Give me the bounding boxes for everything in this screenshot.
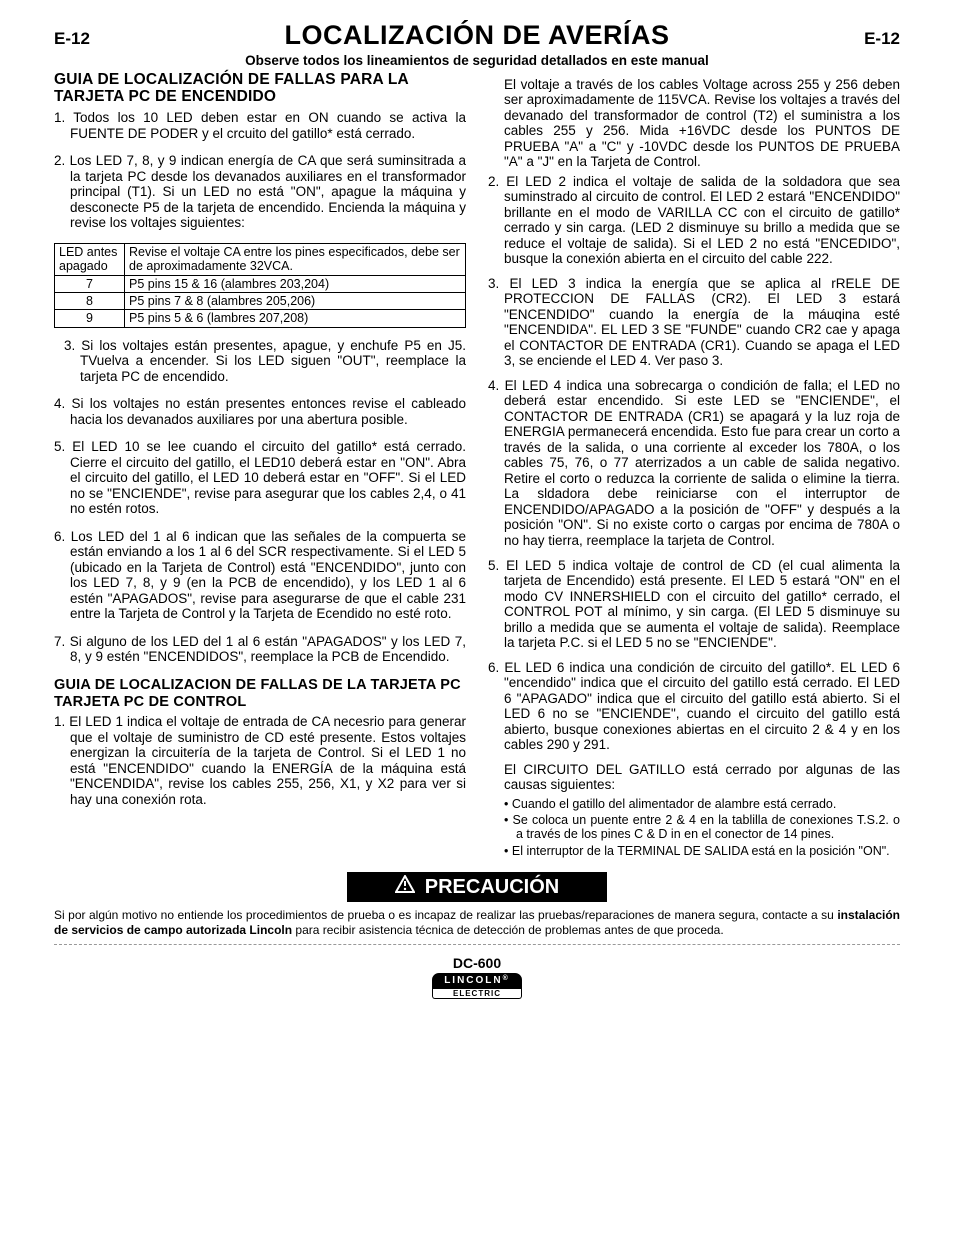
bullet-item: Cuando el gatillo del alimentador de ala… (504, 797, 900, 811)
firing-board-list: 1. Todos los 10 LED deben estar en ON cu… (54, 110, 466, 231)
lincoln-logo: LINCOLN® ELECTRIC (432, 973, 522, 999)
warning-triangle-icon (395, 875, 415, 899)
bullet-item: El interruptor de la TERMINAL DE SALIDA … (504, 844, 900, 858)
list-item: 3. Si los voltajes están presentes, apag… (64, 338, 466, 385)
content-columns: GUIA DE LOCALIZACIÓN DE FALLAS PARA LA T… (54, 71, 900, 861)
table-cell: 9 (55, 310, 125, 327)
intro-para: El voltaje a través de los cables Voltag… (504, 77, 900, 170)
list-item: 4. El LED 4 indica una sobrecarga o cond… (488, 378, 900, 549)
list-item: 4. Si los voltajes no están presentes en… (54, 396, 466, 427)
caution-text: Si por algún motivo no entiende los proc… (54, 908, 900, 938)
caution-pre: Si por algún motivo no entiende los proc… (54, 908, 837, 922)
table-row: 7 P5 pins 15 & 16 (alambres 203,204) (55, 275, 466, 292)
heading-firing-board: GUIA DE LOCALIZACIÓN DE FALLAS PARA LA T… (54, 71, 466, 107)
list-item: 2. El LED 2 indica el voltaje de salida … (488, 174, 900, 267)
page-code-left: E-12 (54, 29, 134, 49)
led-voltage-table: LED antes apagado Revise el voltaje CA e… (54, 243, 466, 328)
logo-top: LINCOLN® (432, 973, 522, 989)
left-column: GUIA DE LOCALIZACIÓN DE FALLAS PARA LA T… (54, 71, 466, 861)
table-header: LED antes apagado (55, 243, 125, 275)
list-item: 1. Todos los 10 LED deben estar en ON cu… (54, 110, 466, 141)
list-item: 2. Los LED 7, 8, y 9 indican energía de … (54, 153, 466, 231)
list-item: 5. El LED 5 indica voltaje de control de… (488, 558, 900, 651)
list-item: 6. EL LED 6 indica una condición de circ… (488, 660, 900, 753)
page-title: LOCALIZACIÓN DE AVERÍAS (134, 20, 820, 51)
table-cell: P5 pins 5 & 6 (lambres 207,208) (125, 310, 466, 327)
list-item: 7. Si alguno de los LED del 1 al 6 están… (54, 634, 466, 665)
caution-post: para recibir asistencia técnica de detec… (292, 923, 724, 937)
list-item: 5. El LED 10 se lee cuando el circuito d… (54, 439, 466, 517)
safety-line: Observe todos los lineamientos de seguri… (54, 53, 900, 69)
firing-board-list-cont: 4. Si los voltajes no están presentes en… (54, 396, 466, 665)
list-item: 3. El LED 3 indica la energía que se apl… (488, 276, 900, 369)
list-item: 1. El LED 1 indica el voltaje de entrada… (54, 714, 466, 807)
header-row: E-12 LOCALIZACIÓN DE AVERÍAS E-12 (54, 20, 900, 51)
heading-control-board: GUIA DE LOCALIZACION DE FALLAS DE LA TAR… (54, 677, 466, 710)
bullet-item: Se coloca un puente entre 2 & 4 en la ta… (504, 813, 900, 842)
table-cell: 8 (55, 292, 125, 309)
right-column: El voltaje a través de los cables Voltag… (488, 71, 900, 861)
table-row: 9 P5 pins 5 & 6 (lambres 207,208) (55, 310, 466, 327)
table-row: 8 P5 pins 7 & 8 (alambres 205,206) (55, 292, 466, 309)
table-cell: P5 pins 7 & 8 (alambres 205,206) (125, 292, 466, 309)
footer: DC-600 LINCOLN® ELECTRIC (54, 955, 900, 999)
dashed-rule (54, 944, 900, 945)
caution-box: PRECAUCIÓN (347, 872, 607, 902)
list-item: 6. Los LED del 1 al 6 indican que las se… (54, 529, 466, 622)
page-code-right: E-12 (820, 29, 900, 49)
table-cell: P5 pins 15 & 16 (alambres 203,204) (125, 275, 466, 292)
trigger-causes-list: Cuando el gatillo del alimentador de ala… (504, 797, 900, 859)
table-cell: 7 (55, 275, 125, 292)
logo-bottom: ELECTRIC (432, 989, 522, 999)
trigger-subpara: El CIRCUITO DEL GATILLO está cerrado por… (504, 762, 900, 793)
table-row: LED antes apagado Revise el voltaje CA e… (55, 243, 466, 275)
caution-label: PRECAUCIÓN (425, 876, 559, 899)
model-number: DC-600 (54, 955, 900, 971)
control-board-list-cont: 2. El LED 2 indica el voltaje de salida … (488, 174, 900, 753)
table-header: Revise el voltaje CA entre los pines esp… (125, 243, 466, 275)
control-board-list: 1. El LED 1 indica el voltaje de entrada… (54, 714, 466, 807)
